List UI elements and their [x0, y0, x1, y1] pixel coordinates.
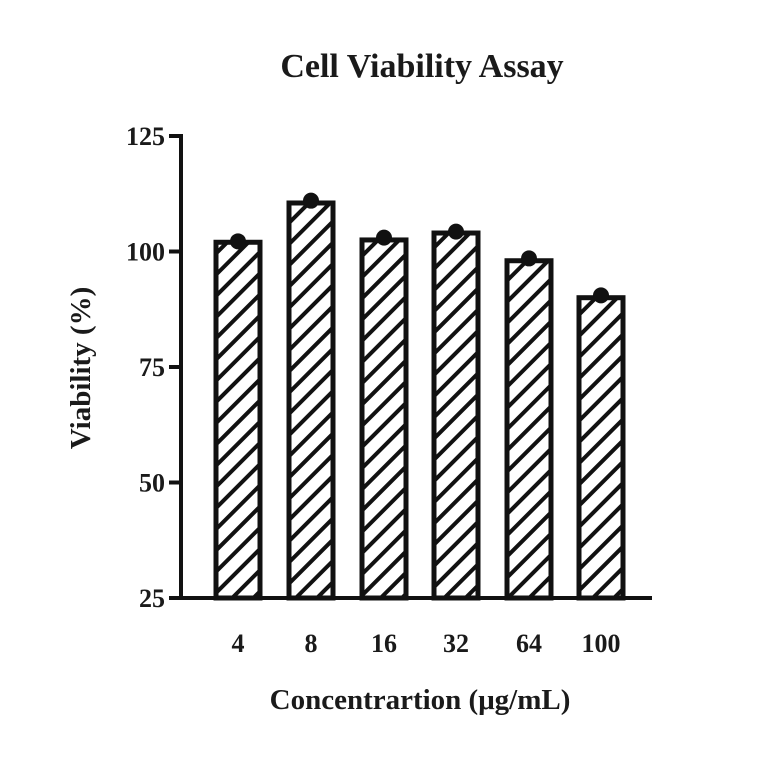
y-tick-label: 25: [139, 584, 165, 613]
bar-16: [359, 237, 409, 601]
data-point-16: [376, 229, 392, 246]
x-tick-label: 8: [305, 629, 318, 658]
x-axis: 4 8 16 32 64 100: [179, 596, 652, 658]
bar-4: [213, 239, 263, 601]
y-tick-label: 50: [139, 469, 165, 498]
y-axis-label: Viability (%): [65, 287, 97, 449]
bar-100: [576, 295, 626, 601]
bars: [213, 200, 626, 601]
x-tick-label: 16: [371, 629, 397, 658]
x-tick-label: 100: [582, 629, 621, 658]
data-point-64: [521, 250, 537, 267]
data-points: [230, 192, 609, 304]
y-axis: 25 50 75 100 125: [126, 122, 183, 613]
x-tick-label: 4: [232, 629, 245, 658]
bar-32: [431, 230, 481, 601]
x-axis-label: Concentrartion (μg/mL): [270, 684, 571, 716]
bar-8: [286, 200, 336, 601]
data-point-32: [448, 223, 464, 240]
data-point-100: [593, 287, 609, 304]
chart-title: Cell Viability Assay: [280, 48, 563, 85]
y-tick-label: 75: [139, 353, 165, 382]
y-tick-label: 100: [126, 238, 165, 267]
data-point-4: [230, 233, 246, 250]
y-tick-label: 125: [126, 122, 165, 151]
x-tick-label: 64: [516, 629, 542, 658]
x-tick-label: 32: [443, 629, 469, 658]
data-point-8: [303, 192, 319, 209]
bar-64: [504, 258, 554, 601]
